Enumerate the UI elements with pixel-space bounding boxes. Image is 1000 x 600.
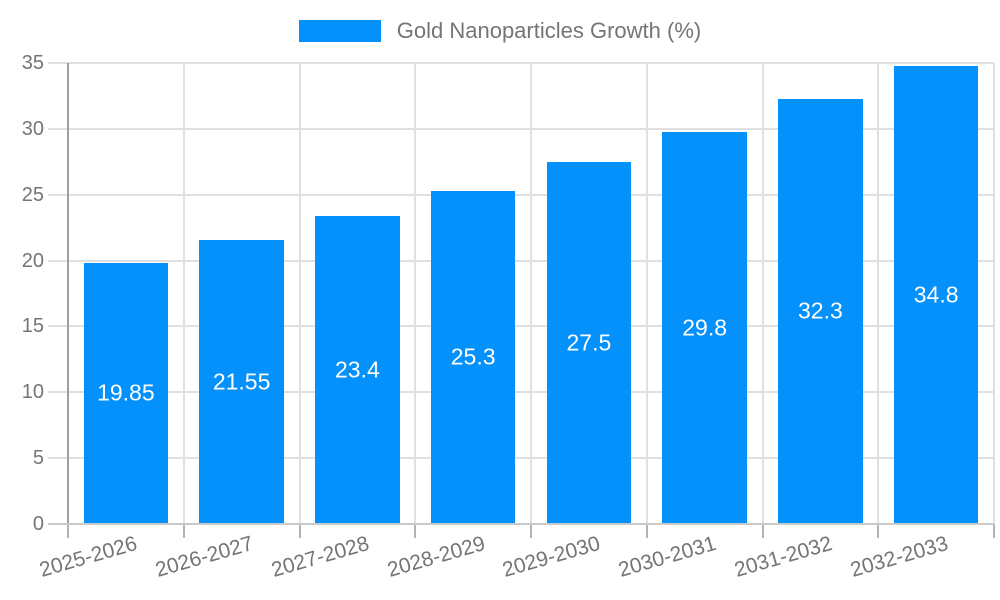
x-axis-category-label: 2028-2029 — [384, 532, 488, 582]
x-axis-tick — [182, 524, 185, 538]
bar[interactable]: 19.85 — [83, 262, 169, 524]
y-axis-tick-label: 35 — [21, 52, 44, 74]
v-gridline — [298, 63, 301, 524]
x-axis-category-label: 2027-2028 — [268, 532, 372, 582]
bar-value-label: 25.3 — [450, 343, 496, 370]
plot-area: 19.85 21.55 23.4 25.3 27.5 29.8 32.3 34.8 — [48, 62, 995, 538]
x-axis-category-label: 2030-2031 — [616, 532, 719, 582]
bar-group: 27.5 — [531, 63, 647, 524]
v-gridline — [993, 63, 995, 524]
h-gridline — [48, 193, 994, 196]
x-axis-category-label: 2026-2027 — [153, 532, 256, 582]
x-axis-tick — [993, 524, 995, 538]
bar-group: 21.55 — [184, 63, 300, 524]
x-axis-tick — [414, 524, 417, 538]
bar[interactable]: 32.3 — [778, 98, 863, 524]
bar-group: 34.8 — [878, 63, 994, 524]
bar-value-label: 21.55 — [212, 368, 271, 395]
y-axis-tick-label: 15 — [21, 315, 44, 338]
bar[interactable]: 25.3 — [430, 190, 516, 524]
bar[interactable]: 21.55 — [199, 240, 284, 524]
h-gridline — [48, 457, 994, 460]
v-gridline — [530, 63, 532, 524]
x-axis-tick — [761, 524, 764, 538]
v-gridline — [645, 63, 648, 524]
v-gridline — [761, 63, 764, 524]
x-axis-category-label: 2025-2026 — [37, 532, 141, 582]
x-axis-category-label: 2031-2032 — [731, 532, 835, 582]
bar-value-label: 27.5 — [566, 329, 612, 356]
bar-group: 25.3 — [415, 63, 531, 524]
h-gridline — [48, 391, 994, 394]
bar[interactable]: 23.4 — [315, 215, 400, 524]
bars-layer: 19.85 21.55 23.4 25.3 27.5 29.8 32.3 34.8 — [68, 63, 994, 524]
h-gridline — [48, 325, 994, 328]
bar-group: 19.85 — [68, 63, 184, 524]
y-axis-tick-label: 5 — [32, 447, 44, 470]
bar[interactable]: 34.8 — [893, 65, 979, 524]
x-axis-tick — [645, 524, 648, 538]
h-gridline — [48, 259, 994, 262]
y-axis-tick-label: 0 — [32, 513, 44, 535]
y-axis-tick-label: 30 — [21, 117, 44, 140]
bar-value-label: 23.4 — [334, 356, 380, 383]
y-axis-tick-label: 10 — [21, 381, 44, 404]
bar[interactable]: 29.8 — [662, 131, 747, 524]
x-axis-tick — [67, 524, 69, 538]
bar-group: 29.8 — [647, 63, 763, 524]
bar-value-label: 34.8 — [913, 281, 959, 308]
x-axis-tick — [530, 524, 532, 538]
v-gridline — [182, 63, 185, 524]
x-axis-line — [48, 523, 994, 525]
bar-value-label: 32.3 — [797, 297, 843, 324]
bar-value-label: 29.8 — [682, 314, 727, 341]
v-gridline — [414, 63, 417, 524]
x-axis-tick — [877, 524, 880, 538]
bar-group: 32.3 — [763, 63, 879, 524]
y-axis-tick-label: 20 — [21, 249, 44, 272]
x-axis-tick — [298, 524, 301, 538]
h-gridline — [48, 127, 994, 130]
x-axis-category-label: 2029-2030 — [500, 532, 604, 582]
h-gridline — [48, 62, 994, 64]
legend-label: Gold Nanoparticles Growth (%) — [396, 18, 702, 43]
legend[interactable]: Gold Nanoparticles Growth (%) — [0, 16, 1000, 46]
legend-swatch — [298, 20, 381, 42]
v-gridline — [877, 63, 880, 524]
bar[interactable]: 27.5 — [546, 161, 632, 524]
y-axis-line — [67, 63, 69, 524]
x-axis-category-label: 2032-2033 — [847, 532, 951, 582]
bar-value-label: 19.85 — [97, 379, 155, 406]
bar-group: 23.4 — [300, 63, 416, 524]
y-axis-tick-label: 25 — [21, 183, 44, 206]
